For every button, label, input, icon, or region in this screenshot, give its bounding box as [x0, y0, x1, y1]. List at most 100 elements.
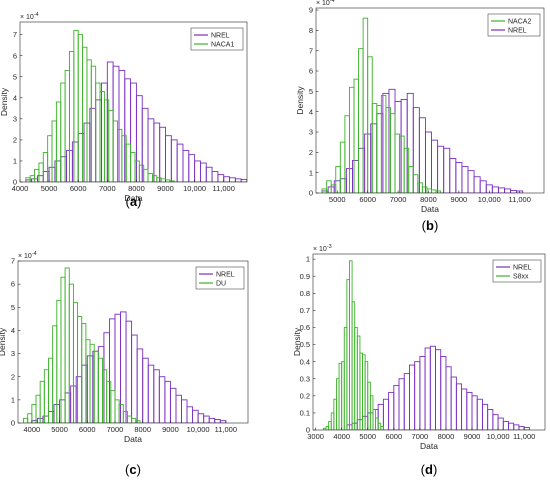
x-tick-label: 4000: [12, 184, 29, 193]
y-tick-label: 6: [11, 280, 15, 289]
x-tick-label: 6000: [79, 425, 96, 434]
x-tick-label: 3000: [307, 432, 324, 441]
y-tick-label: 5: [309, 87, 313, 96]
y-tick-label: 4: [11, 326, 15, 335]
x-tick-label: 10,000: [487, 432, 510, 441]
bars-group: [23, 267, 227, 423]
y-exponent: × 10-3: [313, 244, 332, 253]
axes-frame: [17, 260, 249, 424]
panel-1: 5000 6000 7000 8000 9000 10,000 11,000 0 1 2 3 4 5 6 7…: [295, 0, 545, 233]
y-axis-label: Density: [295, 86, 305, 115]
x-tick-label: 11,000: [215, 425, 237, 434]
y-exponent: × 10-4: [18, 251, 37, 260]
y-tick-label: 1: [306, 255, 310, 264]
x-tick-label: 8000: [438, 432, 455, 441]
x-tick-label: 9000: [451, 195, 468, 204]
y-exponent: × 10-4: [316, 0, 335, 7]
y-tick-label: 0.8: [300, 289, 310, 298]
y-axis-label: Density: [0, 87, 9, 116]
y-tick-label: 5: [13, 72, 17, 81]
x-tick-label: 7000: [107, 425, 124, 434]
y-tick-label: 3: [13, 114, 17, 123]
x-tick-label: 9000: [157, 184, 174, 193]
axes-frame: [19, 21, 248, 183]
y-tick-label: 3: [11, 349, 15, 358]
x-tick-label: 7000: [390, 195, 407, 204]
x-tick-label: 5000: [359, 432, 376, 441]
x-tick-label: 4000: [333, 432, 350, 441]
y-tick-label: 2: [13, 135, 17, 144]
y-tick-label: 6: [309, 67, 313, 76]
panel-3: 3000 4000 5000 6000 7000 8000 9000 10,000 11,000…: [292, 244, 546, 477]
y-tick-label: 5: [11, 303, 15, 312]
x-tick-label: 11,000: [513, 432, 535, 441]
panel-0: 4000 5000 6000 7000 8000 9000 10,000 11,000 0 1 2 3…: [0, 12, 248, 209]
y-tick-label: 6: [13, 51, 17, 60]
y-tick-label: 0.7: [300, 306, 310, 315]
x-tick-label: 7000: [412, 432, 429, 441]
y-tick-label: 0.9: [300, 272, 310, 281]
y-tick-label: 0.5: [300, 340, 310, 349]
y-exponent: × 10-4: [20, 12, 39, 21]
x-tick-label: 10,000: [183, 184, 206, 193]
panel-caption: (d): [421, 462, 438, 477]
panel-caption: (a): [126, 194, 142, 209]
x-tick-label: 8000: [128, 184, 145, 193]
x-axis-label: Data: [421, 204, 439, 214]
legend: NACA2 NREL: [487, 13, 541, 37]
x-tick-label: 5000: [329, 195, 346, 204]
y-tick-label: 8: [309, 26, 313, 35]
bar-naca2: [435, 190, 442, 193]
panel-2: 4000 5000 6000 7000 8000 9000 10,000 11,000 0 1 2 3…: [0, 251, 249, 477]
y-tick-label: 0.4: [300, 357, 310, 366]
axes-frame: [312, 253, 546, 431]
y-tick-label: 1: [11, 395, 15, 404]
x-tick-label: 10,000: [187, 425, 210, 434]
legend: NREL DU: [195, 266, 245, 290]
y-tick-label: 4: [309, 107, 313, 116]
x-tick-label: 6000: [70, 184, 87, 193]
x-axis-label: Data: [420, 441, 438, 451]
y-axis-label: Density: [0, 327, 7, 356]
y-tick-label: 9: [309, 6, 313, 15]
y-tick-label: 7: [13, 30, 17, 39]
bar-nrel: [246, 179, 247, 182]
y-tick-label: 7: [309, 46, 313, 55]
legend-label-du: DU: [216, 281, 226, 288]
y-tick-label: 3: [309, 128, 313, 137]
y-tick-label: 0.3: [300, 374, 310, 383]
x-tick-label: 5000: [51, 425, 68, 434]
legend-label-nrel: NREL: [216, 272, 235, 279]
y-tick-label: 0: [11, 419, 15, 428]
x-tick-label: 11,000: [508, 195, 530, 204]
x-tick-label: 6000: [385, 432, 402, 441]
y-tick-label: 1: [13, 157, 17, 166]
legend-label-nrel: NREL: [513, 265, 532, 272]
y-tick-label: 0: [13, 178, 17, 187]
x-tick-label: 11,000: [213, 184, 235, 193]
legend-label-naca2: NACA2: [508, 19, 531, 26]
bars-group: [25, 29, 247, 182]
x-tick-label: 6000: [359, 195, 376, 204]
bar-du: [135, 420, 141, 423]
y-tick-label: 7: [11, 257, 15, 266]
y-tick-label: 0: [309, 189, 313, 198]
x-tick-label: 9000: [162, 425, 179, 434]
y-tick-label: 0: [306, 426, 310, 435]
legend: NREL S8xx: [492, 259, 542, 283]
x-axis-label: Data: [125, 193, 143, 203]
x-axis-label: Data: [124, 434, 142, 444]
y-tick-label: 0.2: [300, 391, 310, 400]
axes-frame: [315, 7, 545, 194]
x-tick-label: 8000: [420, 195, 437, 204]
x-tick-label: 7000: [99, 184, 116, 193]
x-tick-label: 9000: [464, 432, 481, 441]
x-tick-label: 4000: [24, 425, 41, 434]
panel-caption: (b): [422, 218, 439, 233]
legend-label-nrel: NREL: [211, 33, 230, 40]
panel-caption: (c): [125, 462, 141, 477]
y-tick-label: 4: [13, 93, 17, 102]
y-tick-label: 0.6: [300, 323, 310, 332]
legend: NREL NACA1: [190, 27, 244, 51]
